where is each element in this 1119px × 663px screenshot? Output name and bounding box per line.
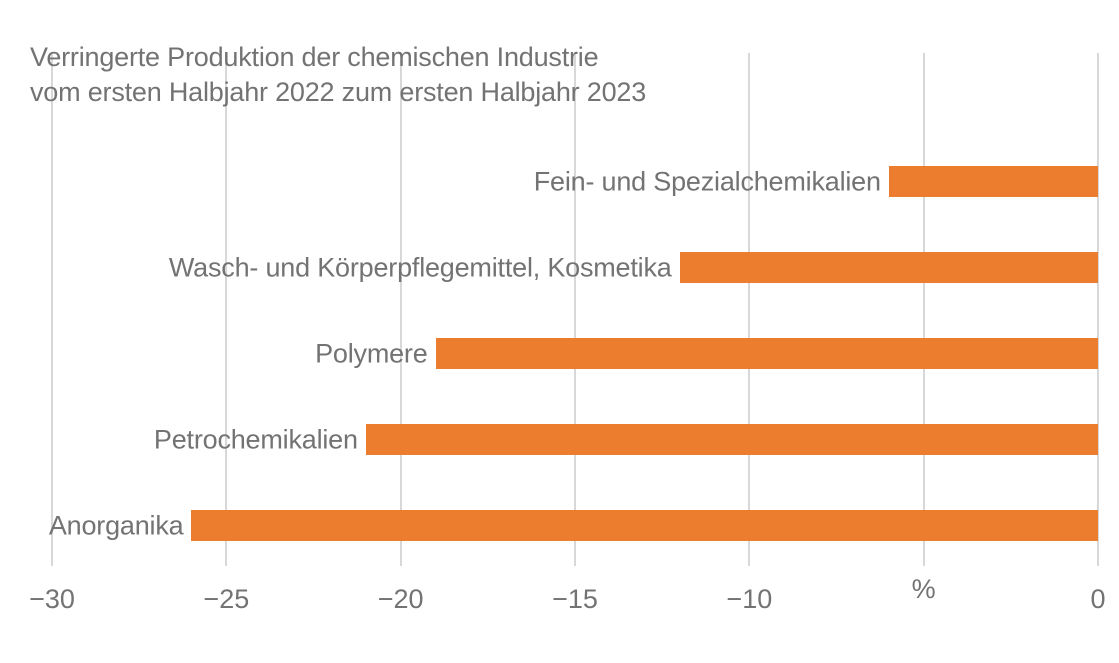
bar [191, 510, 1098, 541]
bar [435, 338, 1098, 369]
chart-title-line-1: Verringerte Produktion der chemischen In… [30, 42, 599, 72]
bar-label: Polymere [315, 338, 428, 368]
bar-label: Fein- und Spezialchemikalien [533, 166, 881, 196]
gridline-x--5 [922, 53, 925, 566]
x-tick-label: −10 [726, 584, 773, 614]
x-tick-label: −30 [29, 584, 75, 614]
bar-label: Wasch- und Körperpflegemittel, Kosmetika [168, 252, 672, 282]
chart-title: Verringerte Produktion der chemischen In… [30, 40, 646, 110]
x-axis-unit-label: % [911, 574, 936, 604]
x-tick-label: 0 [1090, 584, 1106, 614]
bar-label: Petrochemikalien [153, 424, 358, 454]
bar-label: Anorganika [48, 510, 184, 540]
x-tick-label: −20 [377, 584, 424, 614]
gridline-x--25 [225, 53, 228, 566]
bar [365, 424, 1098, 455]
x-tick-label: −25 [203, 584, 250, 614]
gridline-x--10 [748, 53, 751, 566]
x-tick-label: −15 [552, 584, 598, 614]
bar [679, 252, 1098, 283]
gridline-x--15 [574, 53, 576, 566]
chart-title-line-2: vom ersten Halbjahr 2022 zum ersten Halb… [30, 77, 647, 107]
gridline-x--20 [399, 53, 402, 566]
gridline-x-0 [1097, 53, 1099, 566]
bar [888, 166, 1098, 197]
gridline-x--30 [51, 53, 53, 566]
